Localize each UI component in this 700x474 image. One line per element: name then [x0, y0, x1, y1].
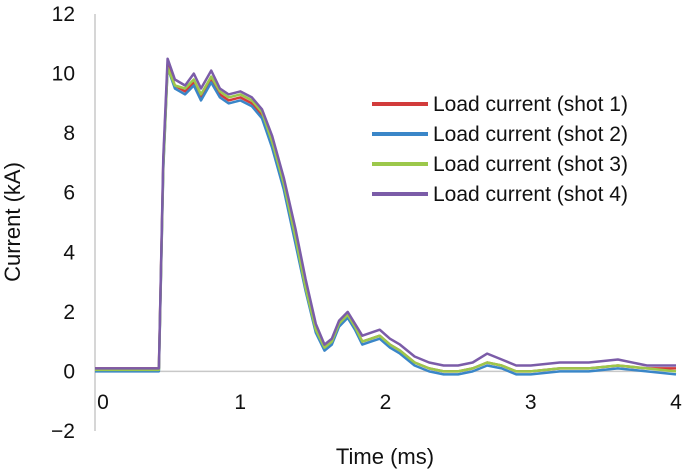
y-tick-label: 0	[63, 360, 75, 383]
x-tick-label: 1	[234, 391, 246, 414]
y-axis-title: Current (kA)	[0, 162, 25, 282]
series-line-shot-4	[95, 57, 676, 370]
series-layer	[95, 57, 677, 376]
legend-label-shot-3: Load current (shot 3)	[433, 153, 628, 176]
y-tick-label: 6	[63, 182, 75, 205]
legend-label-shot-4: Load current (shot 4)	[433, 183, 628, 206]
y-tick-label: −2	[51, 420, 75, 443]
x-tick-label: 0	[97, 391, 109, 414]
legend-label-shot-1: Load current (shot 1)	[433, 93, 628, 116]
y-tick-label: 12	[52, 3, 75, 26]
x-tick-label: 3	[525, 391, 537, 414]
y-tick-label: 4	[63, 241, 75, 264]
legend-label-shot-2: Load current (shot 2)	[433, 123, 628, 146]
y-tick-label: 2	[63, 301, 75, 324]
y-tick-labels: 12 10 8 6 4 2 0 −2	[51, 3, 75, 443]
legend: Load current (shot 1) Load current (shot …	[372, 93, 628, 206]
x-tick-labels: 0 1 2 3 4	[97, 391, 682, 414]
y-tick-label: 8	[63, 122, 75, 145]
x-tick-label: 2	[380, 391, 392, 414]
x-tick-label: 4	[670, 391, 682, 414]
y-tick-label: 10	[52, 63, 75, 86]
x-axis-title: Time (ms)	[336, 444, 434, 469]
